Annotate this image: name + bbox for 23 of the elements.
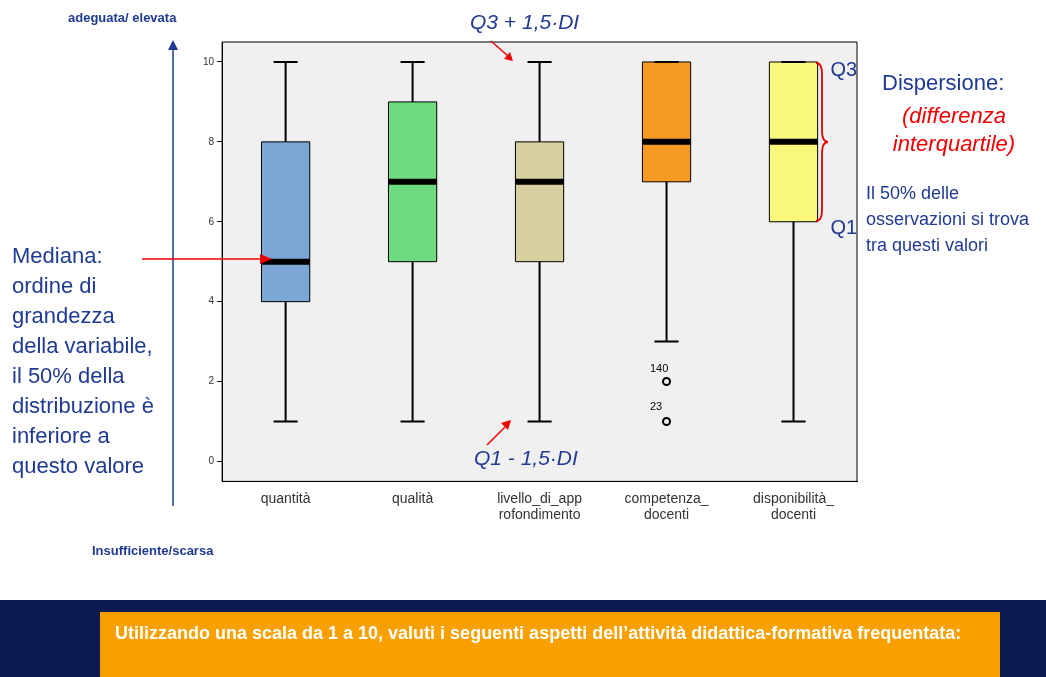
text: adeguata/ elevata — [68, 10, 177, 25]
annotation: 140 — [650, 362, 669, 374]
x-tick-label: quantità — [260, 489, 311, 506]
y-tick-label: 2 — [208, 375, 215, 387]
text: Insufficiente/scarsa — [92, 543, 214, 558]
annotation: Q1 — [830, 216, 858, 239]
x-tick-label: competenza_docenti — [624, 489, 709, 523]
text: (differenza interquartile) — [891, 102, 1017, 158]
x-tick-label: disponibilità_docenti — [753, 489, 835, 523]
y-tick-label: 0 — [208, 455, 215, 467]
y-tick-label: 8 — [208, 135, 215, 147]
text: Dispersione: — [882, 70, 1005, 96]
text: Q3 + 1,5·DI — [470, 10, 580, 34]
annotation: 23 — [650, 400, 663, 412]
x-tick-label: livello_di_approfondimento — [497, 489, 583, 523]
text: Utilizzando una scala da 1 a 10, valuti i seguenti aspetti dell’attività didattica-formativa frequentata: — [100, 612, 1000, 677]
text: Mediana: ordine di grandezza della variabile, il 50% della distribuzione è inferiore a questo valore — [12, 242, 155, 480]
text: Il 50% delle osservazioni si trova tra questi valori — [866, 182, 1031, 257]
y-tick-label: 10 — [203, 55, 215, 67]
y-tick-label: 4 — [208, 295, 215, 307]
y-tick-label: 6 — [208, 215, 215, 227]
annotation: Q1 - 1,5·DI — [474, 446, 578, 470]
x-tick-label: qualità — [391, 489, 434, 506]
